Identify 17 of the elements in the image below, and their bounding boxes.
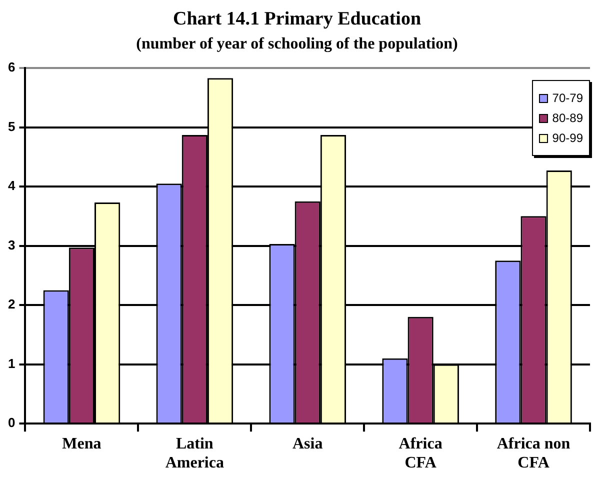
y-tick-label: 6 (8, 60, 16, 75)
legend-label: 90-99 (552, 131, 583, 145)
y-tick-label: 3 (8, 237, 16, 252)
x-tick-label: Mena (62, 435, 102, 452)
x-tick-label: Africa non CFA (496, 435, 570, 472)
y-tick-label: 0 (8, 415, 16, 430)
legend-label: 80-89 (552, 111, 583, 125)
y-tick-label: 2 (8, 296, 16, 312)
x-tick-label: Latin America (165, 435, 224, 472)
chart-title: Chart 14.1 Primary Education (172, 8, 422, 30)
y-tick-label: 5 (8, 118, 16, 134)
x-tick-label: Africa CFA (398, 435, 442, 472)
chart-subtitle: (number of year of schooling of the population) (136, 36, 458, 53)
y-tick-label: 4 (8, 178, 16, 194)
x-tick-label: Asia (292, 435, 323, 452)
y-tick-label: 1 (8, 356, 16, 371)
legend-label: 70-79 (552, 91, 583, 105)
